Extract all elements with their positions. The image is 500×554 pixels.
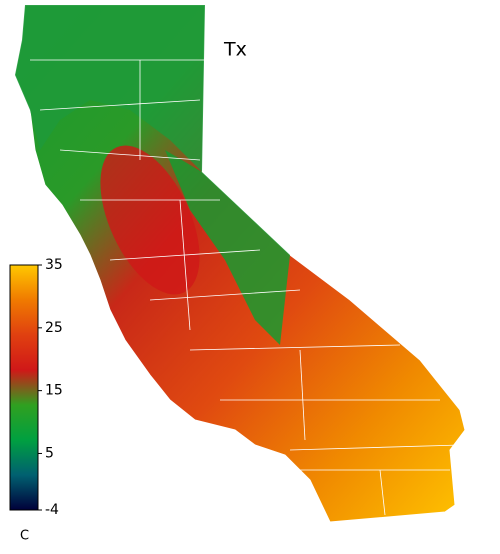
colorbar-unit: C (20, 529, 29, 544)
colorbar-tick-label: -4 (45, 502, 59, 518)
sierra-band (165, 150, 290, 345)
colorbar-tick-label: 35 (45, 257, 63, 273)
colorbar-tick-label: 5 (45, 445, 54, 461)
northern-forest (15, 5, 205, 172)
central-valley (100, 145, 200, 295)
colorbar-tick-label: 15 (45, 383, 63, 399)
colorbar (9, 264, 39, 511)
county-lines (30, 59, 461, 516)
map-title: Tx (223, 39, 247, 61)
colorbar-tick-label: 25 (45, 320, 63, 336)
